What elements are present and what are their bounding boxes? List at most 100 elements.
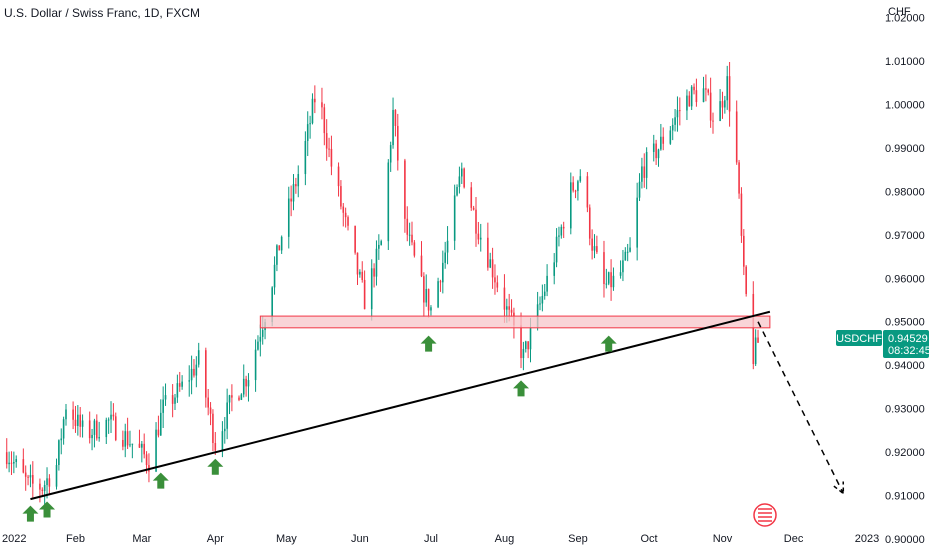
candle-body xyxy=(162,399,164,413)
candle-body xyxy=(463,168,465,188)
candle-body xyxy=(10,462,13,464)
candle-body xyxy=(129,444,131,446)
candle-body xyxy=(396,125,399,161)
candle-body xyxy=(143,443,145,455)
up-arrow-icon xyxy=(39,501,56,518)
candle-body xyxy=(444,252,446,263)
candle-body xyxy=(193,368,195,376)
candle-body xyxy=(508,306,510,310)
projection-dashed-line[interactable] xyxy=(757,321,845,494)
candle-body xyxy=(178,383,181,387)
candle-body xyxy=(420,255,423,277)
candle-body xyxy=(214,443,217,451)
candle-body xyxy=(60,438,63,441)
x-tick-label: Apr xyxy=(207,533,224,545)
candle-body xyxy=(240,394,243,400)
candle-body xyxy=(373,268,375,277)
candle-body xyxy=(8,462,10,465)
candle-body xyxy=(522,348,525,359)
candle-body xyxy=(124,431,127,447)
y-tick-label: 0.97000 xyxy=(885,230,925,242)
candle-body xyxy=(330,148,333,167)
candle-body xyxy=(259,336,262,342)
candle-body xyxy=(442,262,444,283)
candle-body xyxy=(380,241,382,245)
up-arrow-icon xyxy=(420,335,437,352)
candle-body xyxy=(472,207,475,210)
candle-body xyxy=(712,120,714,122)
candle-body xyxy=(437,281,439,308)
candle-body xyxy=(489,259,492,268)
up-arrow-icon xyxy=(207,458,224,475)
candle-body xyxy=(107,419,110,421)
candle-body xyxy=(539,303,541,305)
price-axis[interactable]: 1.02000 1.01000 1.00000 0.99000 0.98000 0.970… xyxy=(885,12,925,546)
candle-body xyxy=(413,242,416,256)
up-arrow-icon xyxy=(600,335,617,352)
y-tick-label: 0.99000 xyxy=(885,143,925,155)
candle-body xyxy=(122,439,124,447)
candle-body xyxy=(105,419,108,438)
candle-body xyxy=(197,350,200,365)
candle-body xyxy=(91,434,93,439)
candle-body xyxy=(638,181,641,198)
candle-body xyxy=(231,395,233,398)
candle-body xyxy=(439,281,442,283)
candle-body xyxy=(271,287,273,323)
candle-body xyxy=(195,364,198,376)
candle-body xyxy=(745,266,747,294)
candle-body xyxy=(126,431,129,446)
y-tick-label: 0.95000 xyxy=(885,317,925,329)
candle-body xyxy=(724,100,726,108)
y-tick-label: 0.96000 xyxy=(885,273,925,285)
candle-body xyxy=(460,168,463,177)
candle-body xyxy=(159,412,162,436)
candle-body xyxy=(735,111,738,163)
tradingview-logo-icon[interactable] xyxy=(753,503,777,527)
candle-body xyxy=(46,478,48,486)
candle-body xyxy=(446,240,449,253)
trendline-layer xyxy=(30,310,845,501)
candle-body xyxy=(254,349,257,381)
candle-body xyxy=(24,472,27,477)
support-trendline[interactable] xyxy=(30,310,771,501)
candle-body xyxy=(757,337,759,343)
y-tick-label: 1.00000 xyxy=(885,99,925,111)
candle-body xyxy=(311,98,314,124)
x-tick-label: Oct xyxy=(640,533,657,545)
candle-body xyxy=(408,234,411,236)
candle-body xyxy=(610,272,612,288)
x-tick-label: May xyxy=(276,533,297,545)
candle-body xyxy=(541,295,544,304)
candle-body xyxy=(475,209,477,234)
y-tick-label: 0.90000 xyxy=(885,534,925,546)
candle-body xyxy=(287,198,290,237)
x-tick-label: Jun xyxy=(351,533,369,545)
candle-body xyxy=(58,440,60,466)
candle-body xyxy=(619,272,622,276)
candle-body xyxy=(662,136,665,144)
candle-body xyxy=(273,264,276,288)
candle-body xyxy=(356,252,359,275)
candle-body xyxy=(425,288,428,303)
candle-body xyxy=(676,110,679,118)
candle-body xyxy=(588,207,591,239)
symbol-tag-label: USDCHF xyxy=(836,333,882,345)
candles-layer xyxy=(5,61,759,506)
candle-body xyxy=(612,275,615,288)
candle-body xyxy=(456,186,458,196)
candle-body xyxy=(479,237,482,240)
resistance-zone[interactable] xyxy=(259,315,771,329)
candle-body xyxy=(527,341,529,350)
candle-body xyxy=(671,124,674,131)
candle-body xyxy=(645,151,648,178)
candle-body xyxy=(207,397,209,408)
candle-body xyxy=(354,225,356,253)
time-axis[interactable]: 2022 Feb Mar Apr May Jun Jul Aug Sep Oct Nov Dec 202… xyxy=(2,533,879,545)
candle-body xyxy=(529,327,532,350)
candle-body xyxy=(363,279,366,310)
candle-body xyxy=(572,182,574,191)
up-arrow-icon xyxy=(22,505,39,522)
candle-body xyxy=(5,452,8,465)
